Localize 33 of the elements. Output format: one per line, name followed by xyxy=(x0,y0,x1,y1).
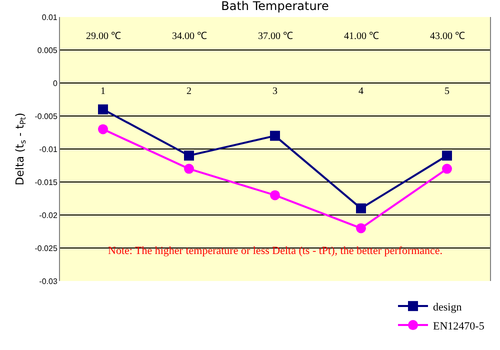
y-tick-label: -0.005 xyxy=(34,112,58,121)
x-tick-label: 1 xyxy=(100,86,106,97)
legend-label: EN12470-5 xyxy=(433,320,485,332)
y-tick-label: 0.01 xyxy=(42,12,58,22)
annotation: 29.00 ℃ xyxy=(86,31,121,42)
x-tick-label: 2 xyxy=(186,86,192,97)
annotation: 41.00 ℃ xyxy=(344,31,379,42)
point xyxy=(356,203,366,214)
annotation: 37.00 ℃ xyxy=(258,31,293,42)
point xyxy=(356,223,366,234)
x-tick-label: 3 xyxy=(272,86,278,97)
point xyxy=(98,124,108,134)
y-tick-label: -0.03 xyxy=(39,276,58,286)
y-tick-label: -0.02 xyxy=(39,210,58,220)
y-tick-label: 0.005 xyxy=(37,46,58,55)
y-tick-label: 0 xyxy=(52,78,58,88)
annotation: Note: The higher temperature or less Delta (ts - tPt), the better performance. xyxy=(108,245,443,257)
point xyxy=(98,104,108,114)
point xyxy=(184,164,194,174)
y-tick-label: -0.015 xyxy=(34,178,58,187)
annotation: 43.00 ℃ xyxy=(430,31,465,42)
x-tick-label: 4 xyxy=(358,86,364,97)
point xyxy=(270,130,280,141)
x-tick-label: 5 xyxy=(444,86,450,97)
legend-label: design xyxy=(433,301,462,314)
point xyxy=(184,150,194,161)
chart-title: Bath Temperature xyxy=(221,0,329,14)
point xyxy=(442,150,452,161)
point xyxy=(442,164,452,174)
y-tick-label: -0.025 xyxy=(34,244,58,253)
point xyxy=(270,190,280,200)
y-tick-label: -0.01 xyxy=(39,144,58,154)
annotation: 34.00 ℃ xyxy=(172,31,207,42)
